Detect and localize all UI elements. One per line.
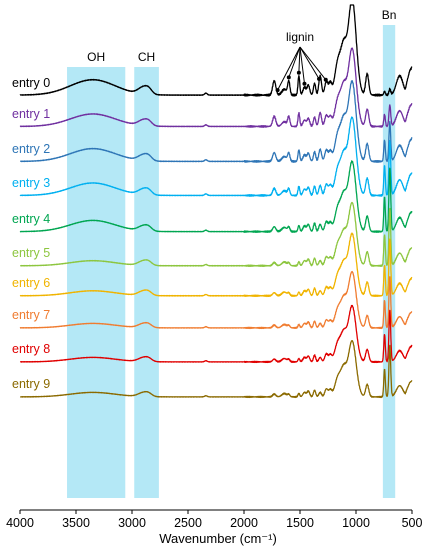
x-axis: 4000 3500 3000 2500 2000 1500 1000 500 xyxy=(6,509,423,530)
x-tick-label-4: 2000 xyxy=(230,516,258,530)
lignin-label: lignin xyxy=(286,30,314,44)
series-line-3 xyxy=(19,116,413,197)
series-label-5: entry 5 xyxy=(12,246,50,260)
lignin-annotation: lignin xyxy=(275,30,328,93)
lignin-pointer-1 xyxy=(288,46,301,78)
series-label-9: entry 9 xyxy=(12,377,50,391)
series-label-group: entry 0 entry 1 entry 2 entry 3 entry 4 entry… xyxy=(12,76,50,391)
band-label-ch: CH xyxy=(138,50,155,64)
series-line-8 xyxy=(19,304,413,364)
lignin-pointer-0 xyxy=(277,46,301,91)
band-group: OH CH Bn xyxy=(67,8,396,498)
x-tick-label-1: 3500 xyxy=(62,516,90,530)
band-label-bn: Bn xyxy=(382,8,397,22)
series-label-7: entry 7 xyxy=(12,308,50,322)
lignin-peak-dot-4 xyxy=(317,76,322,81)
series-label-3: entry 3 xyxy=(12,176,50,190)
series-label-8: entry 8 xyxy=(12,342,50,356)
band-oh xyxy=(67,67,126,498)
series-line-5 xyxy=(19,201,413,267)
band-ch xyxy=(134,67,159,498)
lignin-pointer-4 xyxy=(299,46,320,80)
series-label-4: entry 4 xyxy=(12,212,50,226)
band-label-oh: OH xyxy=(87,50,105,64)
series-line-9 xyxy=(19,340,413,399)
x-tick-label-5: 1500 xyxy=(286,516,314,530)
curve-group xyxy=(19,4,413,399)
lignin-peak-dot-2 xyxy=(296,70,301,75)
lignin-pointer-3 xyxy=(299,46,305,84)
x-tick-label-0: 4000 xyxy=(6,516,34,530)
x-tick-label-3: 2500 xyxy=(174,516,202,530)
x-axis-label: Wavenumber (cm⁻¹) xyxy=(159,531,277,546)
series-label-6: entry 6 xyxy=(12,276,50,290)
x-tick-label-2: 3000 xyxy=(118,516,146,530)
lignin-peak-dot-1 xyxy=(286,75,291,80)
series-label-1: entry 1 xyxy=(12,107,50,121)
series-label-0: entry 0 xyxy=(12,76,50,90)
series-line-1 xyxy=(19,47,413,128)
lignin-peak-dot-5 xyxy=(323,77,328,82)
x-tick-label-6: 1000 xyxy=(342,516,370,530)
series-line-7 xyxy=(19,270,413,330)
lignin-peak-dot-0 xyxy=(275,88,280,93)
x-tick-label-7: 500 xyxy=(402,516,423,530)
series-label-2: entry 2 xyxy=(12,142,50,156)
series-line-2 xyxy=(19,80,413,163)
lignin-pointer-2 xyxy=(298,46,301,73)
series-line-0 xyxy=(19,4,413,97)
lignin-pointer-5 xyxy=(299,46,327,81)
series-line-6 xyxy=(19,232,413,298)
lignin-peak-dot-3 xyxy=(302,81,307,86)
series-line-4 xyxy=(19,160,413,233)
